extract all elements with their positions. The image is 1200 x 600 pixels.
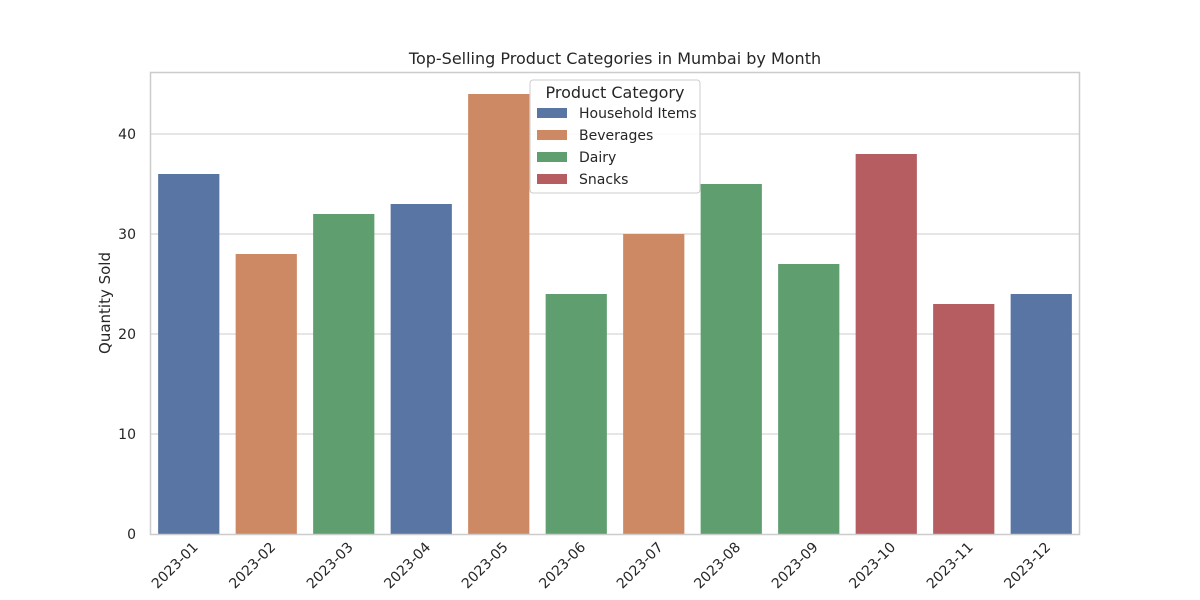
legend-label: Dairy <box>579 150 616 166</box>
bar <box>933 304 995 534</box>
y-tick-label: 10 <box>118 427 136 443</box>
bar <box>778 264 840 534</box>
legend-swatch <box>537 130 567 140</box>
legend-items: Household Items Beverages Dairy Snacks <box>537 106 697 188</box>
x-tick-labels: 2023-01 2023-02 2023-03 2023-04 2023-05 2023-… <box>149 539 1054 592</box>
x-tick-label: 2023-12 <box>1001 540 1054 593</box>
legend-swatch <box>537 152 567 162</box>
legend-swatch <box>537 108 567 118</box>
legend-swatch <box>537 174 567 184</box>
plot-frame <box>149 71 1081 536</box>
x-tick-label: 2023-04 <box>381 539 434 592</box>
bar <box>313 214 375 534</box>
y-tick-labels: 0 10 20 30 40 <box>118 127 136 543</box>
x-tick-label: 2023-03 <box>304 540 357 593</box>
x-tick-label: 2023-11 <box>924 540 977 593</box>
x-tick-label: 2023-08 <box>691 540 744 593</box>
bar <box>235 254 297 534</box>
y-tick-label: 0 <box>127 527 136 543</box>
chart-title: Top-Selling Product Categories in Mumbai… <box>408 49 821 68</box>
bar <box>468 94 530 534</box>
bar <box>545 294 607 534</box>
bar <box>390 204 452 534</box>
x-tick-label: 2023-05 <box>459 540 512 593</box>
legend-label: Beverages <box>579 128 653 144</box>
bar <box>158 174 220 534</box>
bars-layer <box>158 94 1072 534</box>
y-tick-label: 20 <box>118 327 136 343</box>
bar <box>855 154 917 534</box>
legend-label: Snacks <box>579 172 628 188</box>
legend-label: Household Items <box>579 106 697 122</box>
x-tick-label: 2023-10 <box>846 540 899 593</box>
y-tick-label: 30 <box>118 227 136 243</box>
legend: Product Category Household Items Beverage… <box>529 79 701 194</box>
legend-box <box>529 79 701 194</box>
x-tick-label: 2023-01 <box>149 540 202 593</box>
legend-title: Product Category <box>546 83 685 102</box>
y-tick-label: 40 <box>118 127 136 143</box>
bar <box>1010 294 1072 534</box>
x-tick-label: 2023-07 <box>614 540 667 593</box>
x-tick-label: 2023-09 <box>769 540 822 593</box>
bar <box>700 184 762 534</box>
y-axis-label: Quantity Sold <box>96 252 114 354</box>
x-tick-label: 2023-02 <box>226 540 279 593</box>
x-tick-label: 2023-06 <box>536 539 589 592</box>
bar <box>623 234 685 534</box>
